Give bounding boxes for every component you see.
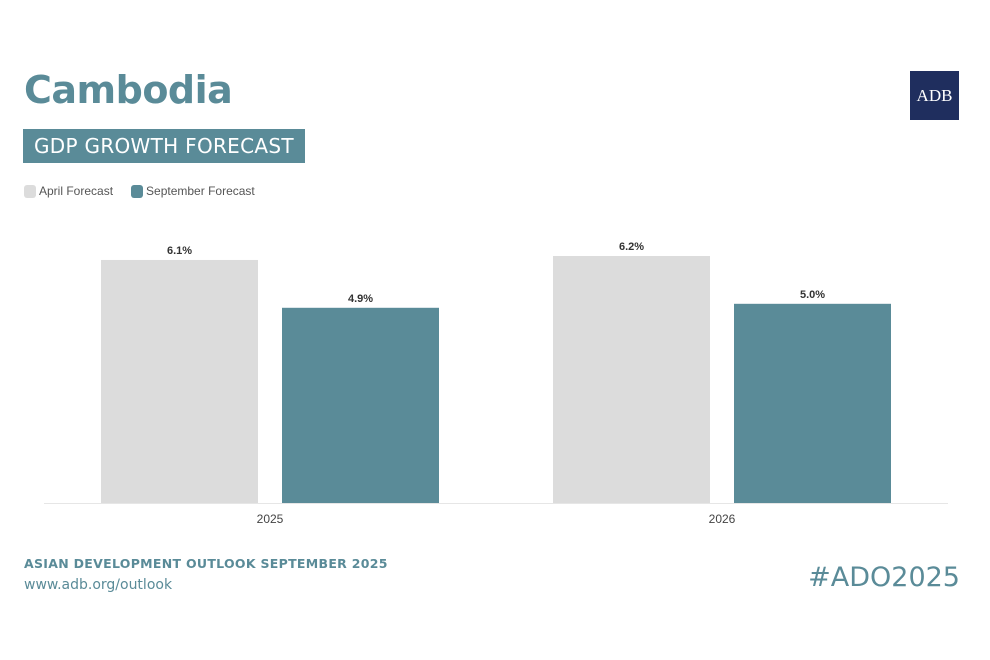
page-title: Cambodia	[24, 68, 233, 112]
legend-item-september: September Forecast	[131, 184, 255, 198]
bar-september-2025	[282, 307, 439, 503]
legend-item-april: April Forecast	[24, 184, 113, 198]
bar-april-2025	[101, 259, 258, 503]
chart-subtitle-text: GDP GROWTH FORECAST	[34, 134, 294, 158]
data-label-september-2025: 4.9%	[348, 293, 373, 305]
legend-label-april: April Forecast	[39, 184, 114, 198]
footer-hashtag: #ADO2025	[808, 562, 960, 593]
legend-swatch-april	[24, 184, 36, 198]
x-tick-label-2025: 2025	[257, 512, 284, 526]
data-label-september-2026: 5.0%	[800, 289, 825, 301]
footer-url: www.adb.org/outlook	[24, 577, 173, 593]
data-label-april-2026: 6.2%	[619, 241, 644, 253]
bar-april-2026	[553, 256, 710, 503]
chart-legend: April Forecast September Forecast	[24, 182, 255, 200]
x-tick-label-2026: 2026	[709, 512, 736, 526]
chart-subtitle: GDP GROWTH FORECAST	[23, 129, 305, 163]
legend-swatch-september	[131, 184, 144, 198]
legend-label-september: September Forecast	[146, 184, 255, 198]
data-label-april-2025: 6.1%	[167, 245, 192, 257]
adb-logo: ADB	[910, 71, 959, 120]
adb-logo-text: ADB	[916, 85, 953, 105]
bar-september-2026	[734, 303, 891, 503]
footer-title: ASIAN DEVELOPMENT OUTLOOK SEPTEMBER 2025	[24, 556, 388, 571]
